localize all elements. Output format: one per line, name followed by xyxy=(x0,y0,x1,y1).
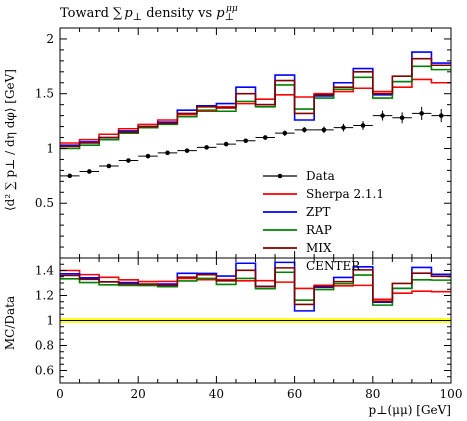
main-frame xyxy=(59,27,452,259)
x-tick-label: 60 xyxy=(287,387,302,401)
data-point xyxy=(341,125,346,130)
data-point xyxy=(321,127,327,133)
legend: Data Sherpa 2.1.1 ZPT RAP MIX CENTER xyxy=(263,169,384,273)
data-point xyxy=(438,113,444,118)
legend-data-marker xyxy=(277,173,283,179)
data-point xyxy=(302,127,307,133)
data-point xyxy=(126,158,131,163)
legend-label-0: Sherpa 2.1.1 xyxy=(306,187,384,201)
ratio-y-tick-label: 1.4 xyxy=(35,264,54,278)
data-point xyxy=(184,148,190,153)
x-axis-label: p⊥(μμ) [GeV] xyxy=(369,403,451,417)
series-line-3 xyxy=(60,57,451,148)
ratio-y-axis-label: MC/Data xyxy=(3,296,17,350)
data-point xyxy=(282,130,288,136)
y-tick-label: 2 xyxy=(46,32,54,46)
chart-title: Toward ∑ p⊥ density vs p⊥μμ xyxy=(60,4,238,23)
legend-label-1: ZPT xyxy=(306,205,330,219)
data-point xyxy=(243,138,249,144)
y-axis-label: ⟨d² ∑ p⊥ / dη dφ⟩ [GeV] xyxy=(3,69,17,211)
data-point xyxy=(223,141,229,147)
data-point xyxy=(67,173,73,179)
x-tick-label: 80 xyxy=(365,387,380,401)
data-point xyxy=(262,135,268,140)
data-point xyxy=(106,163,112,169)
data-point xyxy=(204,145,209,150)
ratio-y-tick-label: 1 xyxy=(46,314,54,328)
legend-label-2: RAP xyxy=(306,223,332,237)
main-panel: 0.5 1 1.5 2 xyxy=(35,27,452,259)
ratio-panel: 0 20 40 60 80 100 0.6 0.8 1 1.2 1.4 xyxy=(35,257,463,401)
data-point xyxy=(419,111,424,116)
y-tick-label: 1.5 xyxy=(35,87,54,101)
y-tick-label: 0.5 xyxy=(35,196,54,210)
x-tick-label: 0 xyxy=(56,387,64,401)
data-point xyxy=(87,169,92,174)
x-tick-label: 40 xyxy=(209,387,224,401)
x-tick-label: 100 xyxy=(440,387,463,401)
ratio-y-tick-label: 0.8 xyxy=(35,339,54,353)
ratio-y-tick-label: 0.6 xyxy=(35,364,54,378)
data-point xyxy=(399,115,405,121)
legend-label-3: MIX xyxy=(306,241,332,255)
ratio-y-tick-label: 1.2 xyxy=(35,289,54,303)
data-point xyxy=(360,123,366,128)
legend-label-center: CENTER xyxy=(306,259,361,273)
data-point xyxy=(145,153,151,159)
ratio-series-line-3 xyxy=(60,267,451,306)
data-point xyxy=(380,113,385,118)
legend-label-data: Data xyxy=(306,169,335,183)
x-tick-label: 20 xyxy=(131,387,146,401)
data-point xyxy=(165,150,170,156)
y-tick-label: 1 xyxy=(46,141,54,155)
